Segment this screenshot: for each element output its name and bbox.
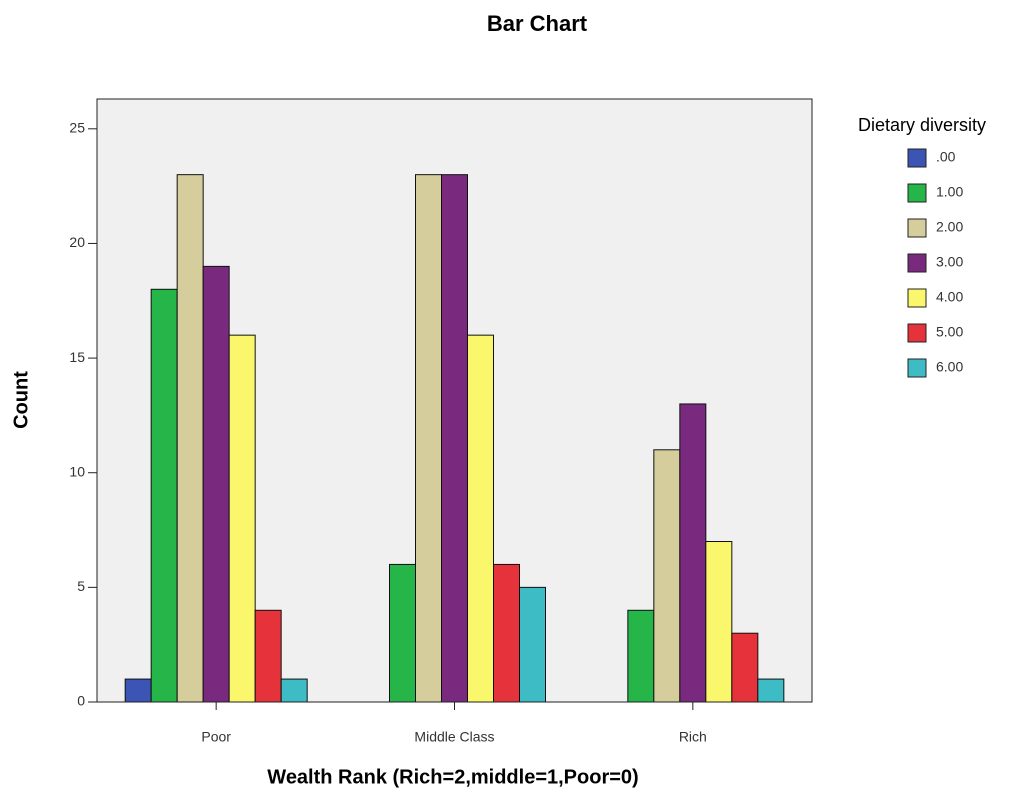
bar	[679, 403, 707, 703]
bar	[705, 541, 733, 703]
bar	[176, 174, 204, 703]
x-tick-label: Poor	[201, 729, 231, 745]
bar	[757, 678, 785, 703]
legend-label: 3.00	[936, 254, 963, 270]
legend-label: .00	[936, 149, 956, 165]
y-tick-label: 15	[69, 349, 85, 365]
bar	[202, 265, 230, 703]
legend-title: Dietary diversity	[858, 115, 986, 135]
legend-swatch	[907, 218, 927, 238]
bar	[441, 174, 468, 703]
bar	[493, 563, 520, 703]
x-tick-label: Middle Class	[414, 729, 494, 745]
legend-swatch	[907, 183, 927, 203]
y-tick-label: 25	[69, 120, 85, 136]
legend-label: 2.00	[936, 219, 963, 235]
x-axis-title: Wealth Rank (Rich=2,middle=1,Poor=0)	[267, 766, 638, 788]
bar	[627, 609, 655, 703]
legend-swatch	[907, 323, 927, 343]
legend-swatch	[907, 148, 927, 168]
bar	[280, 678, 308, 703]
bar	[228, 334, 256, 703]
legend-label: 4.00	[936, 289, 963, 305]
bar	[467, 334, 494, 703]
legend-label: 5.00	[936, 324, 963, 340]
legend-swatch	[907, 288, 927, 308]
x-tick-label: Rich	[679, 729, 707, 745]
bar	[254, 609, 282, 703]
y-tick-label: 5	[77, 578, 85, 594]
y-axis-title: Count	[10, 371, 32, 429]
bar	[389, 563, 416, 703]
bar	[519, 586, 546, 703]
y-tick-label: 10	[69, 463, 85, 479]
bar	[653, 449, 681, 703]
legend-label: 1.00	[936, 184, 963, 200]
bar	[415, 174, 442, 703]
legend-swatch	[907, 358, 927, 378]
bar	[124, 678, 152, 703]
y-tick-label: 20	[69, 234, 85, 250]
legend-label: 6.00	[936, 359, 963, 375]
chart-title: Bar Chart	[487, 11, 588, 36]
y-tick-label: 0	[77, 693, 85, 709]
bar	[150, 288, 178, 703]
bar	[731, 632, 759, 703]
legend-swatch	[907, 253, 927, 273]
